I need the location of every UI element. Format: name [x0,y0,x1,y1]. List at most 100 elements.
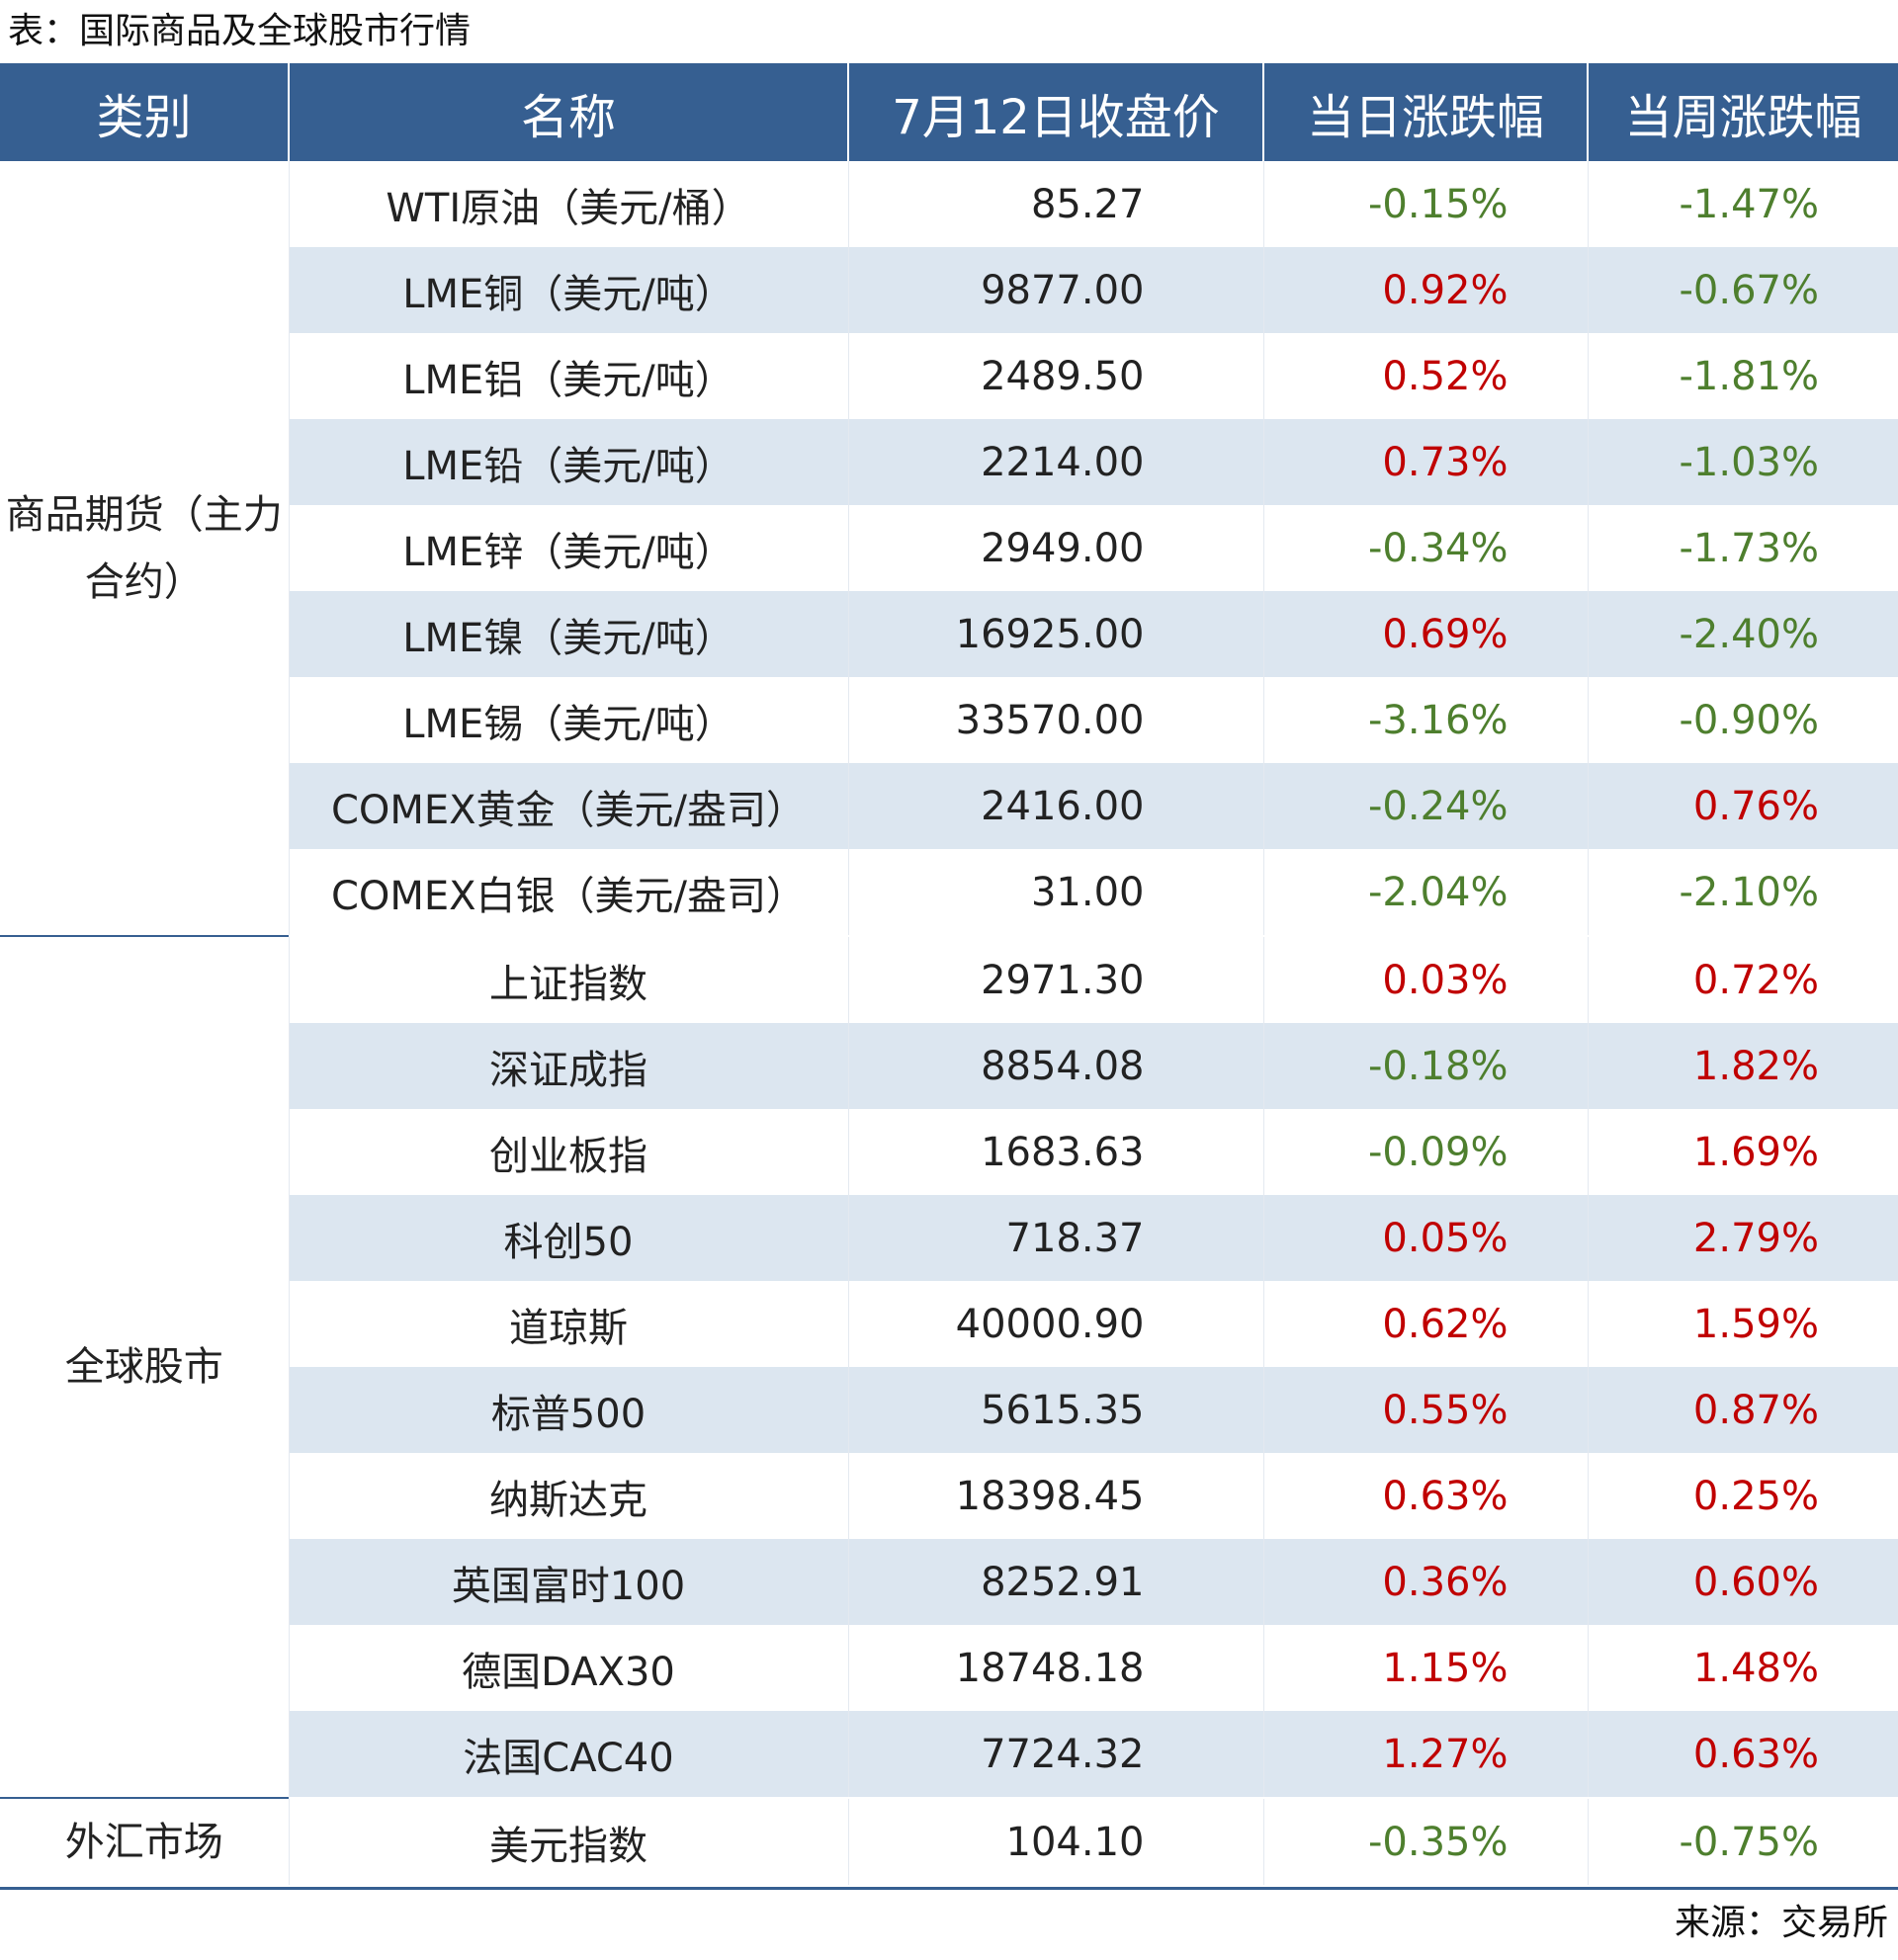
weekly-change-cell: -1.81% [1587,333,1898,419]
name-cell: 法国CAC40 [288,1711,848,1799]
name-cell: 上证指数 [288,936,848,1023]
weekly-change-cell: -1.73% [1587,505,1898,591]
daily-change-cell: -3.16% [1262,677,1588,763]
daily-change-cell: -0.35% [1262,1798,1588,1887]
table-row: LME镍（美元/吨） 16925.00 0.69% -2.40% [0,591,1898,677]
table-row: LME锌（美元/吨） 2949.00 -0.34% -1.73% [0,505,1898,591]
close-price-cell: 16925.00 [847,591,1263,677]
table-row: 全球股市 上证指数 2971.30 0.03% 0.72% [0,935,1898,1798]
table-row: 英国富时100 8252.91 0.36% 0.60% [0,1539,1898,1625]
category-cell: 外汇市场 [0,1797,289,1887]
name-cell: LME铝（美元/吨） [288,333,848,419]
close-price-cell: 2214.00 [847,419,1263,505]
close-price-cell: 85.27 [847,161,1263,247]
table-row: COMEX白银（美元/盎司） 31.00 -2.04% -2.10% [0,849,1898,937]
weekly-change-cell: -1.03% [1587,419,1898,505]
daily-change-cell: 0.36% [1262,1539,1588,1625]
close-price-cell: 2949.00 [847,505,1263,591]
name-cell: COMEX黄金（美元/盎司） [288,763,848,849]
header-close-price: 7月12日收盘价 [847,63,1263,161]
table-row: LME锡（美元/吨） 33570.00 -3.16% -0.90% [0,677,1898,763]
header-weekly-change: 当周涨跌幅 [1587,63,1898,161]
weekly-change-cell: 2.79% [1587,1195,1898,1281]
name-cell: 纳斯达克 [288,1453,848,1539]
weekly-change-cell: 0.76% [1587,763,1898,849]
close-price-cell: 8252.91 [847,1539,1263,1625]
table-row: 道琼斯 40000.90 0.62% 1.59% [0,1281,1898,1367]
header-row: 类别 名称 7月12日收盘价 当日涨跌幅 当周涨跌幅 [0,63,1898,161]
name-cell: LME镍（美元/吨） [288,591,848,677]
daily-change-cell: -0.24% [1262,763,1588,849]
table-row: LME铜（美元/吨） 9877.00 0.92% -0.67% [0,247,1898,333]
daily-change-cell: 0.62% [1262,1281,1588,1367]
table-row: LME铝（美元/吨） 2489.50 0.52% -1.81% [0,333,1898,419]
category-cell: 商品期货（主力合约） [0,161,289,936]
weekly-change-cell: 1.48% [1587,1625,1898,1711]
close-price-cell: 1683.63 [847,1109,1263,1195]
daily-change-cell: 0.05% [1262,1195,1588,1281]
name-cell: 英国富时100 [288,1539,848,1625]
close-price-cell: 9877.00 [847,247,1263,333]
table-row: 创业板指 1683.63 -0.09% 1.69% [0,1109,1898,1195]
close-price-cell: 18398.45 [847,1453,1263,1539]
table-row: 纳斯达克 18398.45 0.63% 0.25% [0,1453,1898,1539]
weekly-change-cell: 1.59% [1587,1281,1898,1367]
weekly-change-cell: 0.25% [1587,1453,1898,1539]
weekly-change-cell: -2.40% [1587,591,1898,677]
daily-change-cell: 0.63% [1262,1453,1588,1539]
daily-change-cell: -2.04% [1262,849,1588,937]
close-price-cell: 2971.30 [847,936,1263,1023]
weekly-change-cell: 0.60% [1587,1539,1898,1625]
daily-change-cell: -0.15% [1262,161,1588,247]
table-body: 商品期货（主力合约） WTI原油（美元/桶） 85.27 -0.15% -1.47% LM… [0,161,1898,1887]
category-cell: 全球股市 [0,935,289,1798]
weekly-change-cell: 1.82% [1587,1023,1898,1109]
close-price-cell: 7724.32 [847,1711,1263,1799]
close-price-cell: 18748.18 [847,1625,1263,1711]
close-price-cell: 8854.08 [847,1023,1263,1109]
table-row: 法国CAC40 7724.32 1.27% 0.63% [0,1711,1898,1799]
name-cell: 科创50 [288,1195,848,1281]
market-table: 类别 名称 7月12日收盘价 当日涨跌幅 当周涨跌幅 商品期货（主力合约） WTI… [0,63,1898,1887]
name-cell: WTI原油（美元/桶） [288,161,848,247]
table-row: 科创50 718.37 0.05% 2.79% [0,1195,1898,1281]
daily-change-cell: 0.03% [1262,936,1588,1023]
daily-change-cell: 0.69% [1262,591,1588,677]
name-cell: LME锡（美元/吨） [288,677,848,763]
close-price-cell: 31.00 [847,849,1263,937]
daily-change-cell: -0.18% [1262,1023,1588,1109]
table-bottom-rule [0,1887,1898,1890]
daily-change-cell: 0.92% [1262,247,1588,333]
header-category: 类别 [0,63,289,161]
table-row: 外汇市场 美元指数 104.10 -0.35% -0.75% [0,1797,1898,1887]
close-price-cell: 2489.50 [847,333,1263,419]
table-row: COMEX黄金（美元/盎司） 2416.00 -0.24% 0.76% [0,763,1898,849]
source-note: 来源：交易所 [1674,1903,1888,1943]
daily-change-cell: 0.55% [1262,1367,1588,1453]
daily-change-cell: -0.09% [1262,1109,1588,1195]
close-price-cell: 40000.90 [847,1281,1263,1367]
daily-change-cell: 0.52% [1262,333,1588,419]
weekly-change-cell: -0.75% [1587,1798,1898,1887]
name-cell: 美元指数 [288,1798,848,1887]
table-row: 标普500 5615.35 0.55% 0.87% [0,1367,1898,1453]
name-cell: LME铅（美元/吨） [288,419,848,505]
header-daily-change: 当日涨跌幅 [1262,63,1588,161]
table-row: 深证成指 8854.08 -0.18% 1.82% [0,1023,1898,1109]
close-price-cell: 718.37 [847,1195,1263,1281]
daily-change-cell: -0.34% [1262,505,1588,591]
table-title: 表：国际商品及全球股市行情 [8,11,472,51]
name-cell: COMEX白银（美元/盎司） [288,849,848,937]
name-cell: 创业板指 [288,1109,848,1195]
name-cell: 标普500 [288,1367,848,1453]
daily-change-cell: 1.15% [1262,1625,1588,1711]
table-row: 德国DAX30 18748.18 1.15% 1.48% [0,1625,1898,1711]
header-name: 名称 [288,63,848,161]
close-price-cell: 104.10 [847,1798,1263,1887]
name-cell: 道琼斯 [288,1281,848,1367]
close-price-cell: 2416.00 [847,763,1263,849]
weekly-change-cell: -0.90% [1587,677,1898,763]
weekly-change-cell: -2.10% [1587,849,1898,937]
table-row: LME铅（美元/吨） 2214.00 0.73% -1.03% [0,419,1898,505]
weekly-change-cell: -0.67% [1587,247,1898,333]
